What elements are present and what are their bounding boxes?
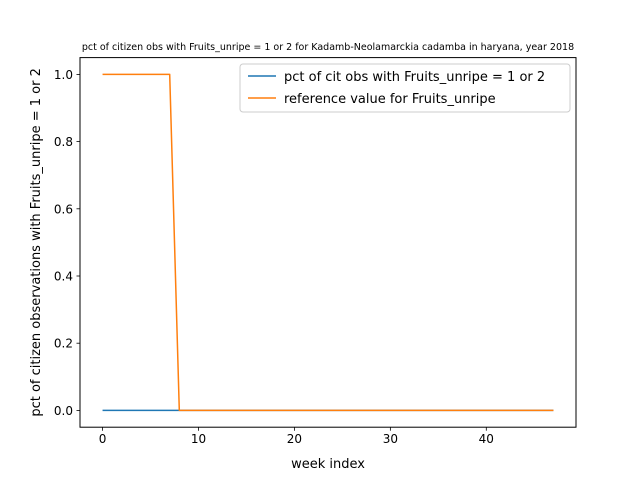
series-layer (102, 73, 554, 412)
legend-label-series-1: pct of cit obs with Fruits_unripe = 1 or… (284, 70, 545, 85)
legend-label-series-2: reference value for Fruits_unripe (284, 92, 496, 107)
y-axis-label: pct of citizen observations with Fruits_… (29, 68, 44, 417)
y-tick-label: 0.8 (54, 135, 73, 149)
y-tick-label: 0.6 (54, 202, 73, 216)
x-axis-label: week index (291, 457, 365, 472)
x-tick-label: 10 (191, 432, 206, 446)
x-tick-label: 20 (287, 432, 302, 446)
series-line-2 (102, 73, 554, 412)
x-tick-label: 30 (383, 432, 398, 446)
legend: pct of cit obs with Fruits_unripe = 1 or… (239, 63, 571, 113)
chart-title: pct of citizen obs with Fruits_unripe = … (82, 42, 574, 53)
x-tick-label: 0 (99, 432, 107, 446)
plot-area-frame (79, 57, 577, 428)
legend-box (239, 63, 571, 113)
y-tick-label: 0.2 (54, 337, 73, 351)
y-axis-ticks: 0.0 0.2 0.4 0.6 0.8 1.0 (54, 68, 80, 418)
y-tick-label: 1.0 (54, 68, 73, 82)
x-axis-ticks: 0 10 20 30 40 (99, 427, 494, 446)
y-tick-label: 0.0 (54, 404, 73, 418)
x-tick-label: 40 (479, 432, 494, 446)
y-tick-label: 0.4 (54, 270, 73, 284)
